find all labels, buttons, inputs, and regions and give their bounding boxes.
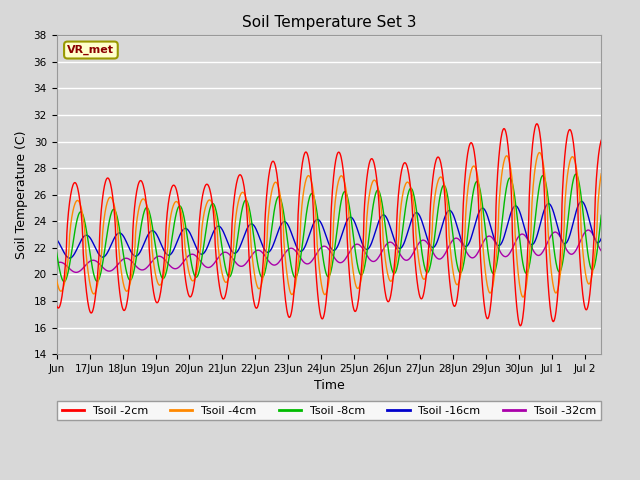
Line: Tsoil -16cm: Tsoil -16cm bbox=[56, 202, 601, 258]
Tsoil -16cm bbox=[273, 230, 281, 236]
Line: Tsoil -32cm: Tsoil -32cm bbox=[56, 230, 601, 272]
Tsoil -2cm bbox=[477, 268, 485, 274]
Title: Soil Temperature Set 3: Soil Temperature Set 3 bbox=[242, 15, 416, 30]
Tsoil -32cm bbox=[428, 246, 435, 252]
Tsoil -2cm bbox=[273, 171, 281, 177]
Tsoil -16cm bbox=[578, 199, 586, 204]
Tsoil -2cm bbox=[487, 299, 495, 304]
Tsoil -2cm bbox=[292, 256, 300, 262]
Tsoil -4cm bbox=[487, 289, 495, 295]
Tsoil -32cm bbox=[273, 261, 281, 267]
Tsoil -16cm bbox=[597, 236, 605, 241]
Tsoil -8cm bbox=[428, 259, 435, 264]
Tsoil -16cm bbox=[488, 228, 495, 233]
Tsoil -4cm bbox=[52, 276, 60, 282]
Tsoil -8cm bbox=[488, 268, 495, 274]
Tsoil -16cm bbox=[428, 244, 435, 250]
Tsoil -32cm bbox=[478, 242, 486, 248]
Tsoil -4cm bbox=[273, 180, 281, 186]
Tsoil -8cm bbox=[52, 249, 60, 255]
Line: Tsoil -8cm: Tsoil -8cm bbox=[56, 174, 601, 282]
Tsoil -32cm bbox=[109, 267, 116, 273]
Tsoil -16cm bbox=[109, 239, 116, 244]
Tsoil -4cm bbox=[536, 150, 543, 156]
Tsoil -4cm bbox=[427, 246, 435, 252]
Tsoil -4cm bbox=[520, 294, 527, 300]
Tsoil -8cm bbox=[273, 195, 281, 201]
Legend: Tsoil -2cm, Tsoil -4cm, Tsoil -8cm, Tsoil -16cm, Tsoil -32cm: Tsoil -2cm, Tsoil -4cm, Tsoil -8cm, Tsoi… bbox=[57, 401, 600, 420]
Line: Tsoil -2cm: Tsoil -2cm bbox=[56, 124, 601, 326]
Tsoil -8cm bbox=[597, 212, 605, 218]
Tsoil -4cm bbox=[477, 210, 485, 216]
Tsoil -8cm bbox=[572, 171, 579, 177]
Tsoil -32cm bbox=[488, 234, 495, 240]
Tsoil -2cm bbox=[516, 323, 524, 329]
Tsoil -4cm bbox=[108, 196, 116, 202]
Tsoil -16cm bbox=[66, 255, 74, 261]
Tsoil -32cm bbox=[584, 227, 592, 233]
Tsoil -4cm bbox=[597, 171, 605, 177]
Line: Tsoil -4cm: Tsoil -4cm bbox=[56, 153, 601, 297]
Tsoil -4cm bbox=[292, 275, 300, 281]
Tsoil -8cm bbox=[478, 198, 486, 204]
Tsoil -2cm bbox=[533, 121, 541, 127]
Tsoil -32cm bbox=[52, 261, 60, 266]
Tsoil -2cm bbox=[427, 201, 435, 206]
Tsoil -32cm bbox=[293, 250, 301, 255]
Text: VR_met: VR_met bbox=[67, 45, 115, 55]
Tsoil -2cm bbox=[108, 190, 116, 195]
Tsoil -32cm bbox=[72, 269, 80, 275]
Tsoil -16cm bbox=[293, 245, 301, 251]
Y-axis label: Soil Temperature (C): Soil Temperature (C) bbox=[15, 131, 28, 259]
Tsoil -8cm bbox=[60, 279, 68, 285]
X-axis label: Time: Time bbox=[314, 379, 344, 392]
Tsoil -16cm bbox=[478, 205, 486, 211]
Tsoil -8cm bbox=[109, 207, 116, 213]
Tsoil -16cm bbox=[52, 236, 60, 242]
Tsoil -2cm bbox=[597, 137, 605, 143]
Tsoil -32cm bbox=[597, 248, 605, 254]
Tsoil -2cm bbox=[52, 302, 60, 308]
Tsoil -8cm bbox=[293, 272, 301, 278]
